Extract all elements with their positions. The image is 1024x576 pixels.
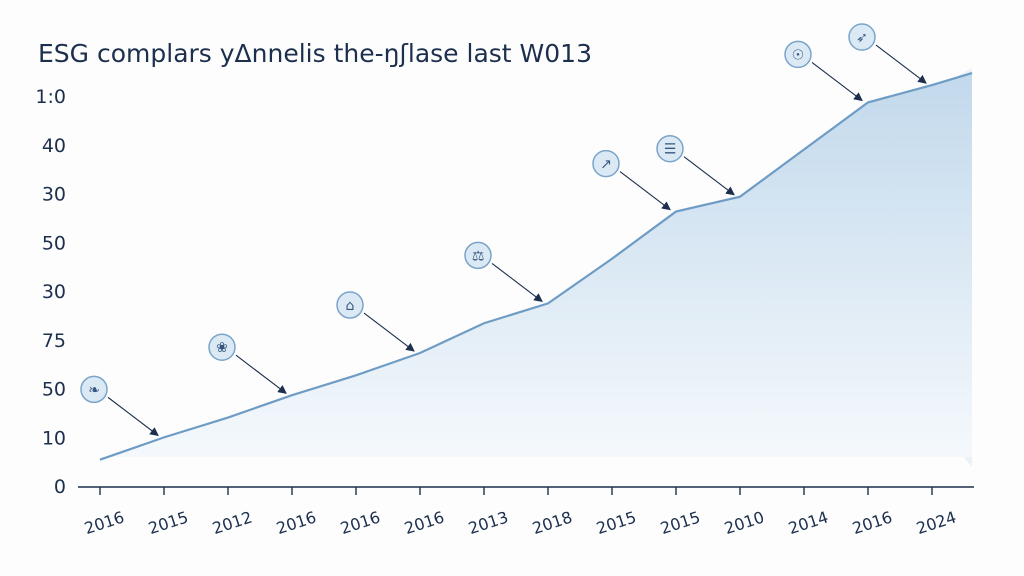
- x-tick-label: 2013: [466, 507, 511, 538]
- fan-icon: ❀: [208, 333, 287, 394]
- chart-title: ESG complars yΔnnelis the-ŋʃlase last W0…: [38, 39, 592, 68]
- x-axis: 2016 2015 2012 2016 2016 2016 2013 2018 2015 2015…: [82, 507, 959, 538]
- annotation-glyph: ↗: [600, 157, 612, 173]
- area-layer: [99, 68, 973, 467]
- x-tick-label: 2015: [594, 507, 639, 538]
- annotation-arrow: [811, 61, 863, 102]
- annotation-arrow: [683, 156, 735, 196]
- annotation-arrow: [107, 396, 159, 437]
- annotation-badge: [592, 149, 620, 178]
- y-axis: 1:0 40 30 50 30 75 50 10 0: [35, 86, 66, 498]
- annotation-badge: [208, 333, 236, 361]
- x-tick-label: 2016: [402, 507, 447, 538]
- annotation-badge: [464, 241, 492, 270]
- annotation-glyph: ➶: [856, 30, 868, 46]
- x-tick-label: 2015: [146, 507, 191, 538]
- y-tick-label: 40: [42, 135, 66, 157]
- annotation-arrow: [491, 262, 543, 303]
- x-tick-label: 2012: [210, 507, 255, 538]
- annotation-glyph: ☰: [664, 142, 677, 158]
- annotation-arrow: [619, 171, 671, 211]
- annotation-glyph: ⚖: [472, 248, 485, 264]
- x-tick-label: 2024: [914, 507, 959, 538]
- trend-icon: ↗: [592, 149, 671, 211]
- annotation-arrow: [235, 354, 287, 394]
- y-tick-label: 50: [42, 232, 66, 254]
- axis-layer: [78, 486, 974, 495]
- x-tick-label: 2016: [274, 507, 319, 538]
- y-tick-label: 1:0: [35, 86, 66, 108]
- annotation-layer: ❧ ❀ ⌂ ⚖ ↗ ☰ ☉ ➶: [80, 23, 927, 437]
- annotation-glyph: ❀: [216, 340, 228, 356]
- annotation-glyph: ☉: [792, 47, 805, 63]
- building-icon: ⌂: [336, 291, 415, 352]
- report-icon: ☰: [656, 134, 735, 196]
- annotation-badge: [336, 291, 364, 319]
- growth-icon: ➶: [848, 23, 927, 84]
- annotation-arrow: [363, 312, 415, 352]
- series-area: [100, 73, 972, 460]
- y-tick-label: 75: [42, 330, 66, 352]
- annotation-badge: [656, 134, 684, 163]
- x-tick-label: 2010: [722, 507, 767, 538]
- x-tick-label: 2016: [82, 507, 127, 538]
- annotation-badge: [848, 23, 876, 51]
- annotation-glyph: ❧: [88, 382, 100, 398]
- annotation-badge: [80, 375, 108, 404]
- x-tick-label: 2016: [850, 507, 895, 538]
- x-tick-label: 2014: [786, 507, 831, 538]
- y-tick-label: 0: [54, 476, 66, 498]
- y-tick-label: 50: [42, 379, 66, 401]
- x-tick-label: 2018: [530, 507, 575, 538]
- annotation-badge: [784, 40, 812, 69]
- annotation-glyph: ⌂: [346, 298, 355, 314]
- y-tick-label: 10: [42, 427, 66, 449]
- x-tick-label: 2016: [338, 507, 383, 538]
- leaf-icon: ❧: [80, 375, 159, 437]
- y-tick-label: 30: [42, 184, 66, 206]
- x-tick-label: 2015: [658, 507, 703, 538]
- annotation-arrow: [875, 44, 927, 84]
- scale-icon: ⚖: [464, 241, 543, 303]
- lock-icon: ☉: [784, 40, 863, 102]
- y-tick-label: 30: [42, 281, 66, 303]
- series-line: [99, 71, 973, 461]
